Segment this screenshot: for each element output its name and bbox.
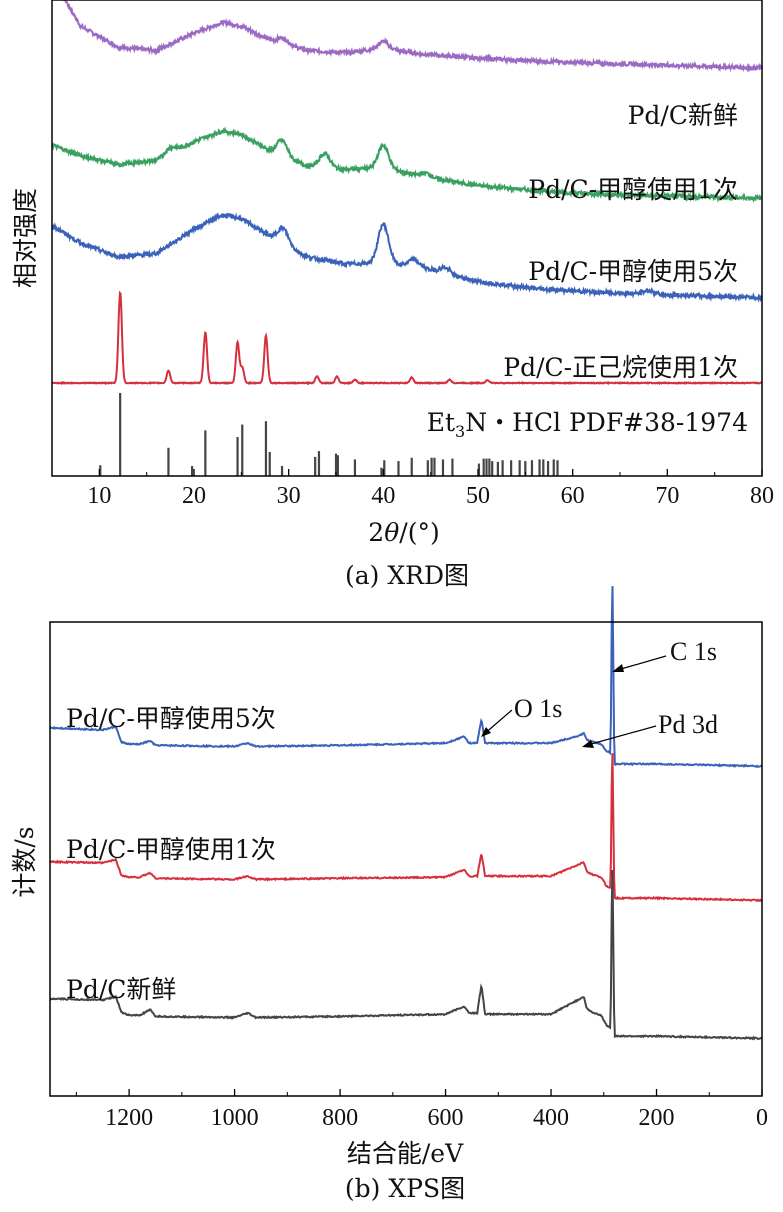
xrd-series-label-methanol-5: Pd/C-甲醇使用5次 [528, 257, 738, 286]
xrd-x-tick-label: 80 [750, 483, 774, 509]
xps-series-line-0 [49, 586, 763, 768]
ref-label-rest: N・HCl PDF#38-1974 [465, 408, 748, 437]
annotation-pd3d-arrowhead [582, 740, 594, 748]
xps-x-tick-label: 1200 [105, 1105, 153, 1131]
xps-chart: 1200 1000 800 600 400 200 0 Pd/C-甲醇使用5次 Pd/C-甲… [10, 586, 768, 1203]
xps-x-tick-label: 0 [756, 1105, 768, 1131]
xps-series-line-2 [49, 869, 763, 1041]
xps-x-tick-label: 1000 [211, 1105, 259, 1131]
xlabel-2: 2 [368, 518, 384, 547]
xps-series-label-fresh: Pd/C新鲜 [66, 975, 176, 1004]
ref-label-main: Et [427, 408, 455, 437]
xps-x-tick-label: 200 [639, 1105, 675, 1131]
xrd-series-line-2 [51, 211, 763, 303]
annotation-o1s-arrowhead [481, 727, 491, 737]
xps-series-label-methanol-5: Pd/C-甲醇使用5次 [66, 704, 276, 733]
xps-x-tick-label: 400 [533, 1105, 569, 1131]
xrd-plot-area [51, 0, 763, 476]
xrd-caption: (a) XRD图 [345, 561, 469, 590]
xrd-x-axis-title: 2θ/(°) [368, 518, 439, 547]
xrd-x-ticks: 10 20 30 40 50 60 70 80 [51, 469, 774, 509]
xrd-x-tick-label: 60 [561, 483, 585, 509]
xlabel-theta: θ [384, 518, 399, 547]
xrd-axes-frame [51, 0, 763, 477]
xrd-reference-label: Et3N・HCl PDF#38-1974 [427, 408, 748, 441]
xrd-series-line-3 [52, 290, 762, 386]
xps-series-label-methanol-1: Pd/C-甲醇使用1次 [66, 835, 276, 864]
annotation-c1s: C 1s [670, 637, 717, 666]
xps-axes-frame [49, 621, 763, 1097]
xrd-x-tick-label: 30 [277, 483, 301, 509]
annotation-pd3d-arrow [583, 725, 657, 747]
xrd-series-label-hexane-1: Pd/C-正己烷使用1次 [503, 353, 738, 382]
xrd-x-tick-label: 10 [87, 483, 111, 509]
xlabel-unit: /(°) [399, 518, 439, 547]
xrd-y-axis-title: 相对强度 [11, 188, 40, 288]
xps-x-ticks: 1200 1000 800 600 400 200 0 [75, 1089, 768, 1131]
xrd-series-label-methanol-1: Pd/C-甲醇使用1次 [528, 175, 738, 204]
xps-x-tick-label: 800 [322, 1105, 358, 1131]
xrd-x-tick-label: 20 [182, 483, 206, 509]
xps-x-tick-label: 600 [428, 1105, 464, 1131]
xps-y-axis-title: 计数/s [10, 826, 39, 897]
xrd-x-tick-label: 50 [466, 483, 490, 509]
xrd-x-tick-label: 40 [371, 483, 395, 509]
ref-label-sub: 3 [455, 422, 465, 441]
annotation-c1s-arrowhead [612, 664, 624, 672]
xrd-series-label-fresh: Pd/C新鲜 [628, 101, 738, 130]
xps-plot-area [49, 586, 763, 1041]
annotation-o1s: O 1s [514, 694, 562, 723]
xps-series-line-1 [49, 753, 763, 903]
xps-caption: (b) XPS图 [345, 1174, 465, 1203]
xrd-x-tick-label: 70 [655, 483, 679, 509]
xrd-chart: 10 20 30 40 50 60 70 80 Pd/C新鲜 Pd/C-甲醇使用1次 Pd/C… [11, 0, 774, 590]
annotation-pd3d: Pd 3d [658, 710, 718, 739]
xrd-series-line-0 [62, 0, 763, 73]
xrd-series-line-1 [51, 126, 763, 203]
xps-x-axis-title: 结合能/eV [347, 1139, 464, 1168]
